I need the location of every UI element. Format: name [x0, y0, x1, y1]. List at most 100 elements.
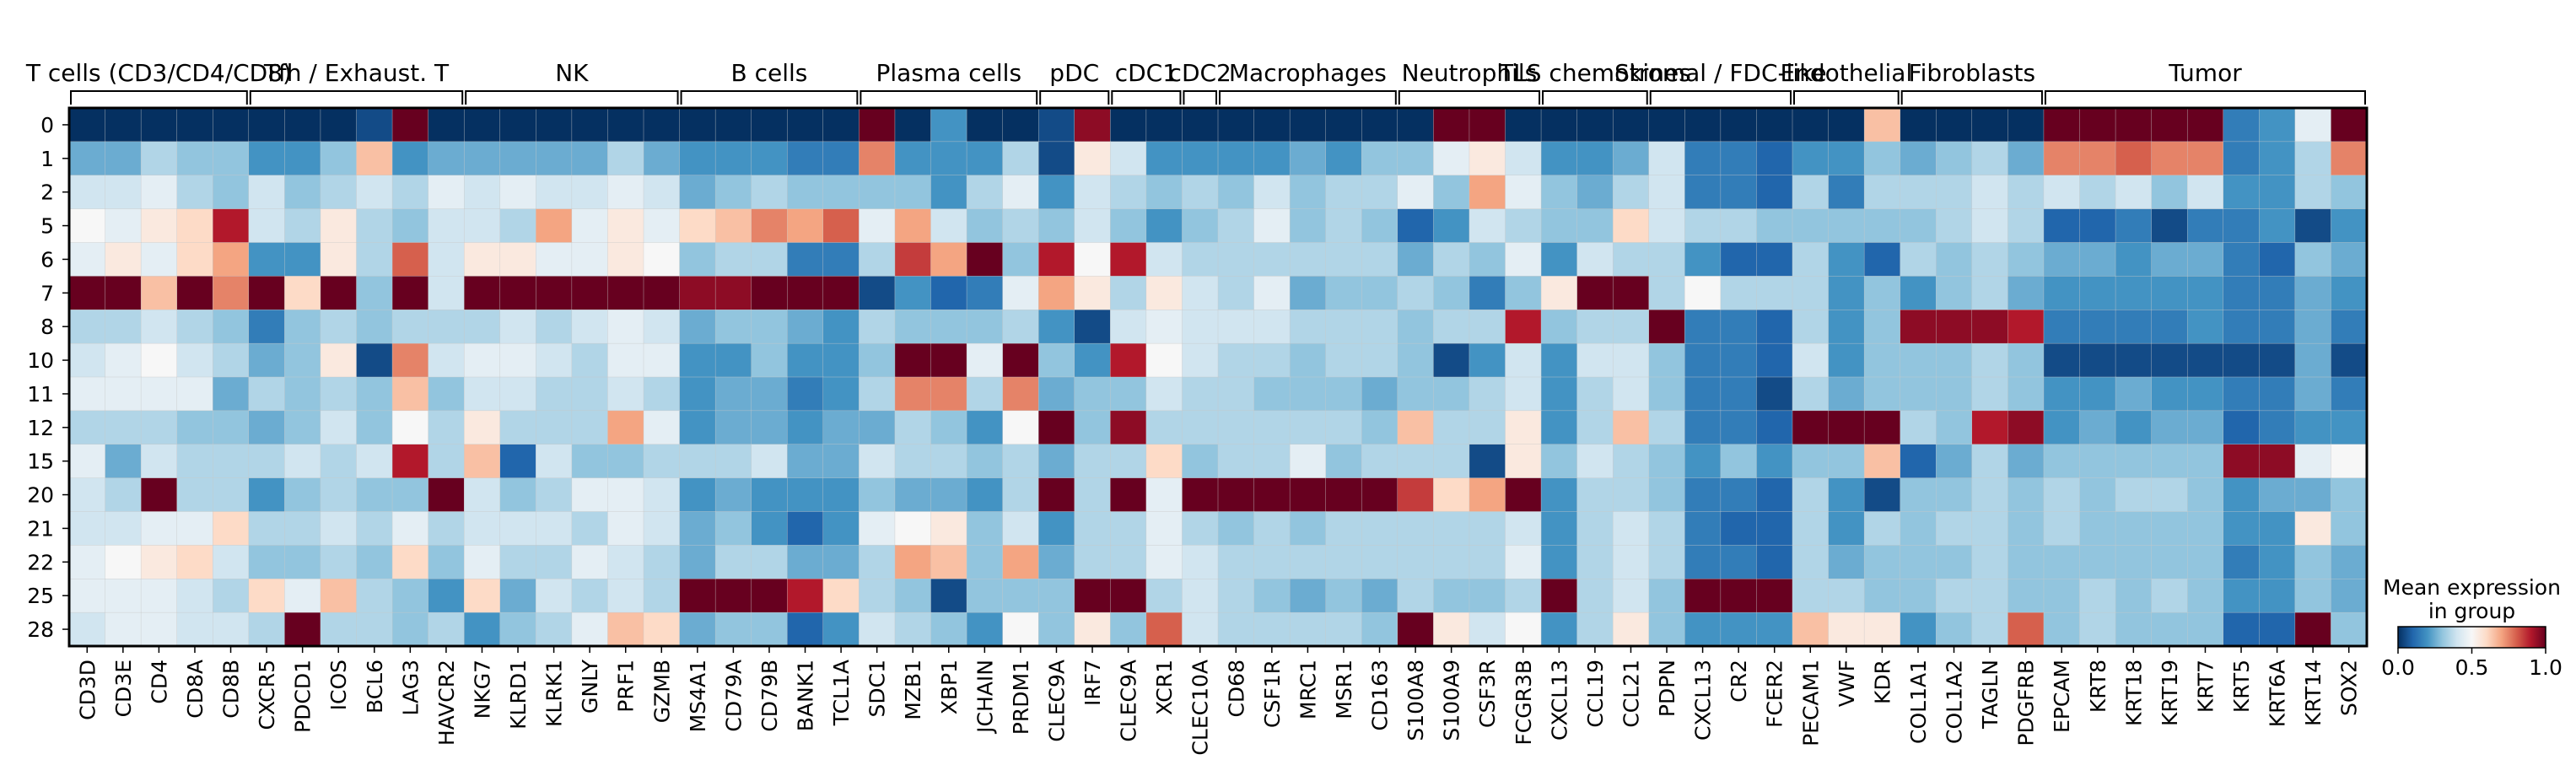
heatmap-cell: [787, 511, 824, 547]
heatmap-cell: [2223, 444, 2261, 479]
heatmap-cell: [248, 208, 286, 244]
heatmap-cell: [463, 579, 501, 613]
column-label: KRT5: [2229, 660, 2254, 713]
heatmap-cell: [1756, 611, 1793, 647]
column-label: KRT6A: [2266, 660, 2290, 727]
heatmap-cell: [463, 511, 501, 547]
heatmap-cell: [1289, 410, 1327, 445]
heatmap-cell: [1936, 310, 1973, 344]
heatmap-cell: [1505, 410, 1542, 445]
heatmap-cell: [1648, 511, 1686, 547]
heatmap-cell: [1540, 511, 1578, 547]
heatmap-cell: [68, 242, 106, 277]
heatmap-cell: [1289, 242, 1327, 277]
heatmap-cell: [140, 545, 178, 580]
heatmap-cell: [499, 477, 537, 513]
heatmap-cell: [1433, 444, 1470, 479]
heatmap-cell: [1397, 410, 1435, 445]
heatmap-cell: [463, 477, 501, 513]
heatmap-cell: [1863, 342, 1901, 378]
heatmap-cell: [571, 276, 609, 311]
heatmap-cell: [1828, 276, 1865, 311]
heatmap-cell: [1792, 242, 1830, 277]
heatmap-cell: [2043, 376, 2081, 412]
heatmap-cell: [1792, 175, 1830, 210]
heatmap-cell: [356, 477, 393, 513]
heatmap-cell: [1002, 511, 1039, 547]
heatmap-cell: [1325, 511, 1363, 547]
heatmap-cell: [1145, 410, 1183, 445]
heatmap-cell: [1936, 141, 1973, 176]
heatmap-cell: [1253, 477, 1291, 513]
heatmap-cell: [213, 611, 250, 647]
heatmap-cell: [2115, 342, 2153, 378]
heatmap-cell: [2331, 611, 2368, 647]
group-label: TLS chemokines: [1498, 59, 1691, 87]
heatmap-cell: [1433, 376, 1470, 412]
heatmap-cell: [1756, 477, 1793, 513]
heatmap-cell: [1792, 276, 1830, 311]
heatmap-cell: [2115, 141, 2153, 176]
heatmap-cell: [1110, 545, 1147, 580]
column-label: ICOS: [326, 660, 351, 710]
heatmap-cell: [213, 208, 250, 244]
heatmap-cell: [1182, 410, 1219, 445]
heatmap-cell: [1936, 107, 1973, 143]
heatmap-cell: [1253, 611, 1291, 647]
heatmap-cell: [930, 175, 967, 210]
heatmap-cell: [679, 410, 716, 445]
heatmap-cell: [176, 175, 214, 210]
row-label: 8: [40, 315, 54, 339]
column-label: SDC1: [865, 660, 890, 717]
colorbar-tick-label: 0.5: [2455, 655, 2489, 680]
heatmap-cell: [679, 477, 716, 513]
heatmap-cell: [787, 208, 824, 244]
heatmap-cell: [536, 310, 573, 344]
heatmap-cell: [1900, 242, 1937, 277]
heatmap-cell: [2043, 141, 2081, 176]
heatmap-cell: [320, 342, 358, 378]
heatmap-cell: [391, 342, 429, 378]
heatmap-cell: [1792, 444, 1830, 479]
heatmap-cell: [679, 208, 716, 244]
heatmap-cell: [1217, 242, 1255, 277]
heatmap-cell: [2007, 175, 2045, 210]
heatmap-cell: [1110, 511, 1147, 547]
heatmap-cell: [68, 208, 106, 244]
heatmap-cell: [1397, 208, 1435, 244]
heatmap-cell: [751, 310, 789, 344]
heatmap-cell: [930, 141, 967, 176]
heatmap-cell: [643, 310, 681, 344]
heatmap-cell: [105, 242, 142, 277]
heatmap-cell: [248, 175, 286, 210]
heatmap-cell: [2259, 175, 2296, 210]
heatmap-cell: [2151, 107, 2188, 143]
heatmap-cell: [1792, 208, 1830, 244]
heatmap-cell: [1612, 310, 1650, 344]
heatmap-cell: [894, 242, 932, 277]
heatmap-cell: [2115, 511, 2153, 547]
heatmap-cell: [859, 208, 896, 244]
heatmap-cell: [1648, 141, 1686, 176]
heatmap-cell: [571, 141, 609, 176]
heatmap-cell: [571, 107, 609, 143]
group-bracket: [1111, 90, 1182, 105]
heatmap-cell: [679, 579, 716, 613]
heatmap-cell: [1361, 208, 1398, 244]
column-label: KLRK1: [542, 660, 567, 727]
heatmap-cell: [1325, 477, 1363, 513]
heatmap-cell: [571, 175, 609, 210]
group-bracket: [1793, 90, 1900, 105]
heatmap-cell: [2186, 511, 2224, 547]
heatmap-cell: [1792, 545, 1830, 580]
heatmap-cell: [1540, 376, 1578, 412]
heatmap-cell: [2043, 175, 2081, 210]
heatmap-cell: [1684, 579, 1722, 613]
heatmap-cell: [320, 376, 358, 412]
heatmap-cell: [1648, 310, 1686, 344]
heatmap-cell: [822, 141, 860, 176]
heatmap-cell: [2151, 242, 2188, 277]
heatmap-cell: [966, 175, 1004, 210]
heatmap-cell: [1720, 376, 1758, 412]
heatmap-cell: [356, 342, 393, 378]
